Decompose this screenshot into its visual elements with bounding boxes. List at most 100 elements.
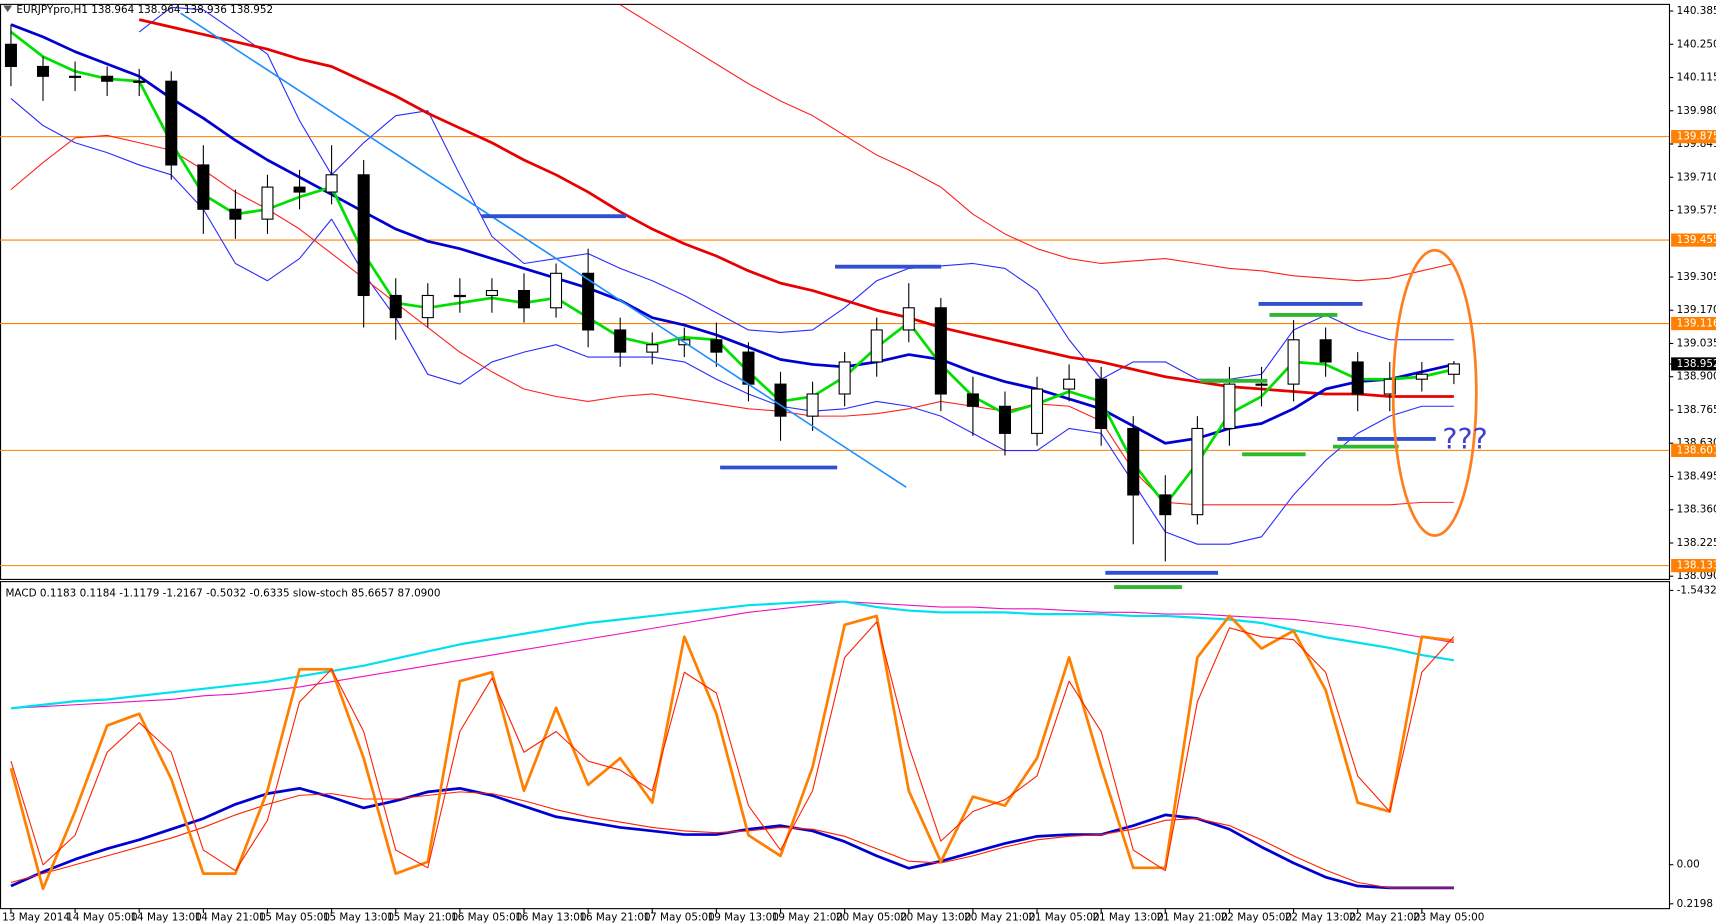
indicator-line xyxy=(10,134,1454,506)
candle-body xyxy=(966,393,979,407)
candle-body xyxy=(485,290,498,297)
x-tick-label: 21 May 13:00 xyxy=(1092,911,1163,923)
candle-body xyxy=(1031,388,1044,434)
candle-body xyxy=(4,43,17,67)
indicator-line xyxy=(10,23,1455,445)
candle-body xyxy=(325,174,338,193)
y-tick-label: 140.115 xyxy=(1677,72,1716,84)
x-tick-label: 16 May 05:00 xyxy=(451,911,522,923)
candle-body xyxy=(1447,363,1460,375)
candle-body xyxy=(582,272,595,331)
last-price-label: 138.952 xyxy=(1677,358,1716,370)
indicator-line xyxy=(10,621,1455,872)
candle-body xyxy=(101,75,114,82)
level-label-bg xyxy=(1671,316,1716,331)
level-label-bg xyxy=(1671,559,1716,573)
candle-body xyxy=(902,307,915,331)
pane-frame xyxy=(0,581,1671,910)
candle-body xyxy=(1063,378,1076,390)
indicator-line xyxy=(10,791,1454,889)
x-tick-label: 17 May 05:00 xyxy=(644,911,715,923)
candle-body xyxy=(357,174,370,297)
candle-body xyxy=(774,383,787,417)
indicator-line xyxy=(10,98,1454,545)
candle-body xyxy=(36,65,50,77)
level-label-bg xyxy=(1671,233,1716,247)
candle-body xyxy=(69,75,82,78)
y-tick-label: 0.00 xyxy=(1677,859,1700,871)
last-price-bg xyxy=(1671,357,1716,371)
level-label: 139.875 xyxy=(1677,131,1716,143)
highlight-ellipse xyxy=(1391,248,1478,537)
y-tick-label: 139.710 xyxy=(1677,171,1716,183)
y-tick-label: 139.980 xyxy=(1677,105,1716,117)
indicator-line xyxy=(138,6,1454,380)
candle-body xyxy=(870,329,883,363)
x-tick-label: 15 May 05:00 xyxy=(259,911,330,923)
x-tick-label: 21 May 21:00 xyxy=(1157,911,1228,923)
menu-icon xyxy=(3,5,13,13)
y-tick-label: 140.385 xyxy=(1677,5,1716,17)
candle-body xyxy=(389,294,402,319)
candle-body xyxy=(806,393,819,417)
candle-body xyxy=(197,164,210,210)
candle-body xyxy=(1383,378,1396,395)
indicator-line xyxy=(10,601,1454,709)
x-tick-label: 23 May 05:00 xyxy=(1413,911,1484,923)
indicator-line xyxy=(10,30,1455,507)
x-tick-label: 16 May 21:00 xyxy=(579,911,650,923)
candle-body xyxy=(229,208,242,220)
candle-body xyxy=(742,351,755,385)
candle-body xyxy=(453,294,466,298)
indicator-title: MACD 0.1183 0.1184 -1.1179 -1.2167 -0.50… xyxy=(5,588,440,600)
y-tick-label: 139.035 xyxy=(1677,337,1716,349)
y-tick-label: 0.2198 xyxy=(1677,898,1713,910)
candle-body xyxy=(1127,427,1140,496)
annotation-segments xyxy=(481,214,1436,590)
y-tick-label: 138.090 xyxy=(1677,570,1716,582)
y-tick-label: 139.575 xyxy=(1677,205,1716,217)
level-label: 139.116 xyxy=(1677,318,1716,330)
x-tick-label: 13 May 2014 xyxy=(2,911,70,923)
x-tick-label: 15 May 13:00 xyxy=(323,911,394,923)
trend-line xyxy=(180,12,907,488)
chart-title: EURJPYpro,H1 138.964 138.964 138.936 138… xyxy=(16,4,273,16)
y-tick-label: 138.765 xyxy=(1677,404,1716,416)
x-tick-label: 14 May 05:00 xyxy=(66,911,137,923)
y-tick-label: 139.170 xyxy=(1677,304,1716,316)
candle-body xyxy=(1255,383,1268,386)
x-tick-label: 16 May 13:00 xyxy=(515,911,586,923)
level-label: 138.601 xyxy=(1677,444,1716,456)
level-label: 138.133 xyxy=(1677,560,1716,572)
y-tick-label: 138.495 xyxy=(1677,470,1716,482)
candle-body xyxy=(261,186,274,220)
annotation-text: ??? xyxy=(1442,423,1487,456)
candle-body xyxy=(710,339,723,353)
candle-body xyxy=(838,361,851,395)
x-tick-label: 21 May 05:00 xyxy=(1028,911,1099,923)
x-tick-label: 14 May 21:00 xyxy=(195,911,266,923)
x-tick-label: 22 May 05:00 xyxy=(1221,911,1292,923)
candle-body xyxy=(614,329,627,353)
y-tick-label: -1.5432 xyxy=(1677,584,1716,596)
x-tick-label: 22 May 13:00 xyxy=(1285,911,1356,923)
candle-body xyxy=(998,405,1011,434)
x-tick-label: 15 May 21:00 xyxy=(387,911,458,923)
candle-body xyxy=(1159,494,1172,516)
candle-body xyxy=(165,80,178,166)
indicator-line xyxy=(619,4,1455,282)
candle-body xyxy=(1287,339,1300,385)
candle-body xyxy=(1191,427,1204,516)
candle-body xyxy=(1351,361,1364,395)
candle-body xyxy=(517,290,531,309)
x-tick-label: 20 May 21:00 xyxy=(964,911,1035,923)
candle-body xyxy=(421,294,434,319)
candle-body xyxy=(1223,383,1236,430)
x-tick-label: 19 May 21:00 xyxy=(772,911,843,923)
y-tick-label: 138.225 xyxy=(1677,537,1716,549)
y-tick-label: 138.360 xyxy=(1677,504,1716,516)
